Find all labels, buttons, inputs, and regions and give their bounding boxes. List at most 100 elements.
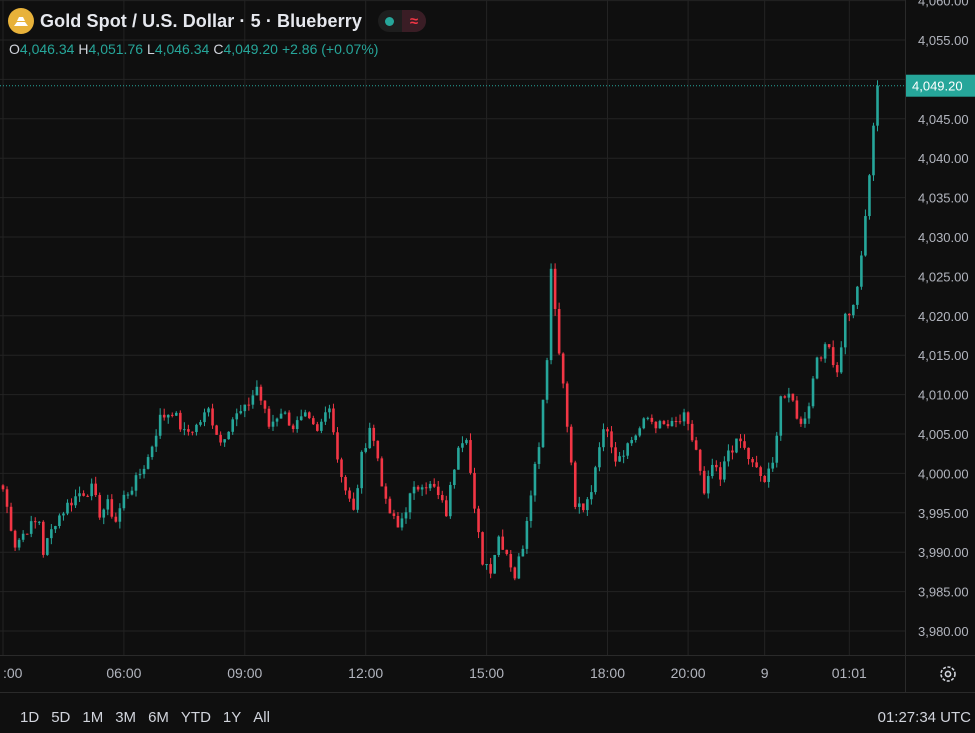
utc-clock[interactable]: 01:27:34 UTC xyxy=(877,709,971,726)
candle-body xyxy=(207,408,210,413)
candle-body xyxy=(199,422,202,425)
candle-body xyxy=(860,255,863,287)
candle-body xyxy=(187,429,190,432)
candle-body xyxy=(763,475,766,482)
candle-body xyxy=(114,516,118,522)
candle-body xyxy=(723,461,726,480)
candle-body xyxy=(215,425,218,435)
y-tick-label: 4,020.00 xyxy=(918,309,969,324)
open-label: O xyxy=(9,41,20,57)
candle-body xyxy=(162,414,166,418)
close-value: 4,049.20 xyxy=(223,41,278,57)
candle-body xyxy=(465,440,468,444)
last-price-badge xyxy=(906,74,975,97)
candle-body xyxy=(561,353,565,384)
candle-body xyxy=(517,556,521,579)
candle-body xyxy=(662,421,666,425)
candle-body xyxy=(352,498,355,510)
candle-body xyxy=(501,536,505,550)
candle-body xyxy=(146,457,150,469)
candle-body xyxy=(610,431,613,448)
candle-body xyxy=(775,435,779,463)
candle-body xyxy=(843,313,847,348)
settings-gear-icon[interactable] xyxy=(938,664,958,684)
candle-body xyxy=(384,486,388,499)
candle-body xyxy=(307,412,311,419)
candle-body xyxy=(823,344,827,359)
candle-body xyxy=(477,508,480,533)
candle-body xyxy=(751,459,754,463)
range-3m-button[interactable]: 3M xyxy=(115,709,137,726)
grid xyxy=(0,0,905,655)
candle-body xyxy=(82,493,85,496)
candle-body xyxy=(231,419,235,432)
x-tick-label: 01:01 xyxy=(832,665,867,681)
candle-body xyxy=(25,533,29,535)
candle-body xyxy=(658,421,662,429)
y-tick-label: 4,055.00 xyxy=(918,33,969,48)
candle-body xyxy=(428,483,432,489)
candle-body xyxy=(541,399,545,448)
candle-body xyxy=(287,412,291,426)
range-ytd-button[interactable]: YTD xyxy=(180,709,211,726)
candle-body xyxy=(436,486,440,496)
range-1d-button[interactable]: 1D xyxy=(20,709,40,726)
candle-body xyxy=(303,412,307,417)
candle-body xyxy=(598,447,601,468)
candle-body xyxy=(582,503,585,511)
candle-body xyxy=(710,464,714,477)
candle-body xyxy=(453,469,456,485)
candle-body xyxy=(706,476,710,494)
candle-body xyxy=(614,447,617,462)
high-label: H xyxy=(78,41,89,57)
candle-body xyxy=(686,412,690,424)
candle-body xyxy=(98,495,102,518)
candle-body xyxy=(416,486,420,490)
range-1y-button[interactable]: 1Y xyxy=(222,709,242,726)
candle-body xyxy=(94,483,97,496)
range-1m-button[interactable]: 1M xyxy=(82,709,104,726)
candle-body xyxy=(376,440,380,459)
range-5d-button[interactable]: 5D xyxy=(51,709,71,726)
candle-body xyxy=(493,554,496,574)
high-value: 4,051.76 xyxy=(88,41,144,57)
y-tick-label: 4,045.00 xyxy=(918,112,969,127)
candle-body xyxy=(698,449,702,471)
bottom-toolbar: 1D 5D 1M 3M 6M YTD 1Y All 01:27:34 UTC xyxy=(0,692,975,733)
y-tick-label: 3,980.00 xyxy=(918,624,969,639)
symbol-title[interactable]: Gold Spot / U.S. Dollar · 5 · Blueberry xyxy=(40,10,362,31)
candle-body xyxy=(239,411,243,414)
candle-body xyxy=(243,404,247,412)
candle-body xyxy=(372,427,376,441)
candle-body xyxy=(831,347,835,366)
candle-body xyxy=(642,418,646,429)
candle-body xyxy=(267,408,271,427)
candle-body xyxy=(203,412,206,423)
y-tick-label: 4,025.00 xyxy=(918,269,969,284)
candle-body xyxy=(183,429,186,431)
x-tick-label: 06:00 xyxy=(106,665,141,681)
candle-body xyxy=(86,495,89,497)
status-pill[interactable]: ≈ xyxy=(377,10,426,32)
candle-body xyxy=(283,412,287,414)
candle-body xyxy=(747,447,750,460)
wave-icon: ≈ xyxy=(401,10,426,32)
candle-body xyxy=(158,414,162,436)
candle-body xyxy=(364,448,367,452)
candle-body xyxy=(626,443,629,456)
candle-body xyxy=(360,451,363,489)
candle-body xyxy=(827,344,831,348)
candle-body xyxy=(316,424,319,431)
y-tick-label: 3,990.00 xyxy=(918,545,969,560)
candle-body xyxy=(440,495,444,501)
candle-body xyxy=(74,496,77,506)
candle-body xyxy=(513,567,517,579)
candle-body xyxy=(328,408,331,413)
candle-body xyxy=(690,423,694,441)
candle-body xyxy=(106,499,110,510)
candle-body xyxy=(727,450,730,462)
candle-body xyxy=(255,386,259,396)
range-all-button[interactable]: All xyxy=(253,709,270,726)
range-6m-button[interactable]: 6M xyxy=(148,709,169,726)
